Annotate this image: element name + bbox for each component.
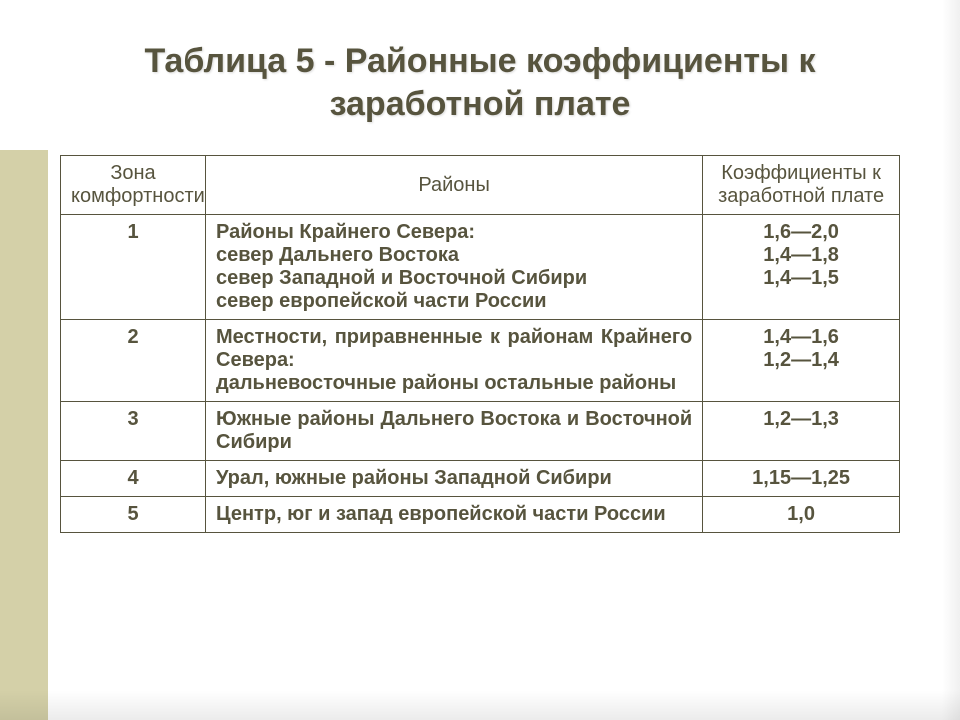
slide-title: Таблица 5 - Районные коэффициенты к зара…	[60, 40, 900, 125]
header-coef: Коэффициенты к заработной плате	[703, 156, 900, 215]
table-body: 1Районы Крайнего Севера:север Дальнего В…	[61, 215, 900, 533]
zone-cell: 2	[61, 320, 206, 402]
district-cell: Районы Крайнего Севера:север Дальнего Во…	[206, 215, 703, 320]
coefficients-table: Зона комфортности Районы Коэффициенты к …	[60, 155, 900, 533]
district-line: Южные районы Дальнего Востока и Восточно…	[216, 408, 692, 454]
district-line: Центр, юг и запад европейской части Росс…	[216, 503, 692, 526]
district-line: север Западной и Восточной Сибири	[216, 267, 692, 290]
district-line: дальневосточные районы остальные районы	[216, 372, 692, 395]
coef-cell: 1,0	[703, 497, 900, 533]
zone-cell: 3	[61, 402, 206, 461]
district-cell: Южные районы Дальнего Востока и Восточно…	[206, 402, 703, 461]
coef-cell: 1,4—1,6 1,2—1,4	[703, 320, 900, 402]
district-line: Районы Крайнего Севера:	[216, 221, 692, 244]
district-cell: Центр, юг и запад европейской части Росс…	[206, 497, 703, 533]
coef-cell: 1,2—1,3	[703, 402, 900, 461]
slide: Таблица 5 - Районные коэффициенты к зара…	[0, 0, 960, 720]
header-districts: Районы	[206, 156, 703, 215]
table-row: 1Районы Крайнего Севера:север Дальнего В…	[61, 215, 900, 320]
district-line: Урал, южные районы Западной Сибири	[216, 467, 692, 490]
district-line: север Дальнего Востока	[216, 244, 692, 267]
district-cell: Местности, приравненные к районам Крайне…	[206, 320, 703, 402]
table-row: 3Южные районы Дальнего Востока и Восточн…	[61, 402, 900, 461]
coef-cell: 1,6—2,0 1,4—1,8 1,4—1,5	[703, 215, 900, 320]
zone-cell: 1	[61, 215, 206, 320]
table-row: 5 Центр, юг и запад европейской части Рос…	[61, 497, 900, 533]
header-zone: Зона комфортности	[61, 156, 206, 215]
table-row: 2Местности, приравненные к районам Крайн…	[61, 320, 900, 402]
zone-cell: 4	[61, 461, 206, 497]
district-line: север европейской части России	[216, 290, 692, 313]
coef-cell: 1,15—1,25	[703, 461, 900, 497]
district-line: Местности, приравненные к районам Крайне…	[216, 326, 692, 372]
table-row: 4 Урал, южные районы Западной Сибири 1,15—…	[61, 461, 900, 497]
district-cell: Урал, южные районы Западной Сибири	[206, 461, 703, 497]
zone-cell: 5	[61, 497, 206, 533]
table-header-row: Зона комфортности Районы Коэффициенты к …	[61, 156, 900, 215]
